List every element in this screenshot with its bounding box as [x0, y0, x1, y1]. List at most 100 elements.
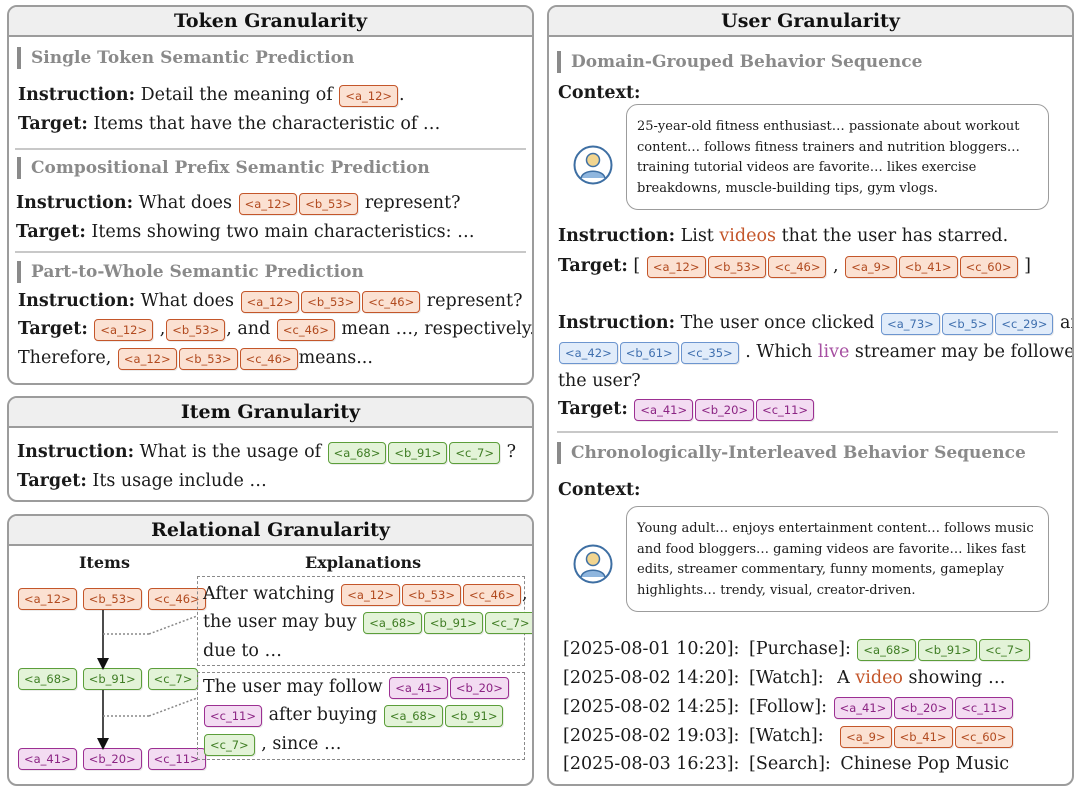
explanation-text: , since …	[261, 734, 342, 754]
compositional-prefix-heading: Compositional Prefix Semantic Prediction	[17, 157, 430, 179]
instruction-text: What does	[140, 291, 234, 311]
target-label: Target:	[18, 114, 88, 134]
bracket-close: ]	[1024, 256, 1031, 276]
event-time: [2025-08-02 14:20]:	[563, 668, 740, 688]
explanation-2-line-1: The user may follow <a_41> <b_20>	[203, 673, 510, 701]
token-a41: <a_41>	[833, 696, 893, 719]
token-c7: <c_7>	[147, 667, 199, 690]
instruction-end: represent?	[364, 193, 461, 213]
domain-word-live: live	[817, 342, 850, 362]
divider	[15, 148, 526, 150]
explanation-box-2	[197, 672, 525, 760]
token-b61: <b_61>	[619, 341, 679, 364]
token-c46: <c_46>	[362, 290, 421, 313]
event-action: [Watch]:	[749, 726, 824, 746]
target-text: Its usage include …	[92, 471, 267, 491]
instruction-text: the user?	[558, 371, 641, 391]
and-text: , and	[226, 319, 271, 339]
part-to-whole-target: Target: <a_12> , <b_53>, and <c_46> mean …	[18, 315, 534, 343]
token-b20: <b_20>	[449, 676, 509, 699]
token-b5: <b_5>	[941, 312, 994, 335]
token-a9: <a_9>	[840, 725, 892, 748]
token-a12: <a_12>	[117, 347, 177, 370]
token-granularity-panel: Token Granularity Single Token Semantic …	[7, 5, 534, 385]
domain-instruction-2-line-2: <a_42> <b_61> <c_35> . Which live streamer…	[558, 338, 1074, 366]
token-b53: <b_53>	[178, 347, 238, 370]
event-action: [Follow]:	[749, 697, 828, 717]
instruction-text: Detail the meaning of	[140, 85, 333, 105]
event-row: [2025-08-02 14:25]: [Follow]: <a_41> <b_2…	[563, 693, 1014, 721]
target-label: Target:	[17, 471, 87, 491]
instruction-text: . Which	[745, 342, 813, 362]
context-line: breakdowns, muscle-building tips, gym vl…	[637, 180, 938, 196]
user-avatar-icon	[573, 145, 613, 185]
token-c46: <c_46>	[147, 587, 206, 610]
event-action: [Purchase]:	[749, 639, 851, 659]
context-line: edits, streamer commentary, funny moment…	[637, 562, 1004, 577]
token-c7: <c_7>	[449, 441, 500, 464]
item-granularity-title: Item Granularity	[9, 398, 532, 428]
relational-granularity-panel: Relational Granularity Items Explanation…	[7, 514, 534, 786]
target-label: Target:	[18, 319, 88, 339]
instruction-text: The user once clicked	[680, 313, 875, 333]
user-granularity-title: User Granularity	[549, 7, 1072, 37]
token-c46: <c_46>	[462, 583, 521, 606]
context-label: Context:	[558, 480, 641, 500]
divider	[15, 251, 526, 253]
event-time: [2025-08-02 14:25]:	[563, 697, 740, 717]
event-time: [2025-08-03 16:23]:	[563, 754, 740, 774]
chronological-heading: Chronologically-Interleaved Behavior Seq…	[557, 442, 1026, 464]
token-c7: <c_7>	[484, 611, 532, 634]
token-a68: <a_68>	[857, 638, 917, 661]
domain-word-video: video	[855, 668, 903, 688]
domain-instruction-2-line-3: the user?	[558, 367, 641, 395]
event-row: [2025-08-03 16:23]: [Search]: Chinese Po…	[563, 750, 1009, 778]
event-action: [Watch]:	[749, 668, 824, 688]
event-text: A	[837, 668, 850, 688]
domain-instruction-1: Instruction: List videos that the user h…	[558, 222, 1008, 250]
token-c35: <c_35>	[680, 341, 739, 364]
domain-target-2: Target: <a_41> <b_20> <c_11>	[558, 395, 815, 423]
instruction-text: List	[680, 226, 714, 246]
explanation-1-line-2: the user may buy <a_68> <b_91> <c_7>	[203, 608, 532, 636]
explanation-1-line-3: due to …	[203, 637, 282, 665]
token-b91: <b_91>	[918, 638, 978, 661]
comma: ,	[833, 256, 839, 276]
target-end: mean …, respectively.	[341, 319, 534, 339]
token-b20: <b_20>	[894, 696, 954, 719]
token-b91: <b_91>	[388, 441, 448, 464]
context-line: 25-year-old fitness enthusiast… passiona…	[637, 119, 1020, 134]
target-label: Target:	[558, 256, 628, 276]
token-a12: <a_12>	[240, 290, 300, 313]
instruction-text: What is the usage of	[139, 442, 322, 462]
token-b53: <b_53>	[166, 318, 226, 341]
domain-instruction-2-line-1: Instruction: The user once clicked <a_73…	[558, 309, 1072, 337]
token-a42: <a_42>	[559, 341, 618, 364]
target-text: Items showing two main characteristics: …	[91, 222, 475, 242]
target-text: Items that have the characteristic of …	[93, 114, 441, 134]
context-box-2: Young adult… enjoys entertainment conten…	[626, 506, 1049, 612]
explanation-2-line-3: <c_7> , since …	[203, 730, 341, 758]
token-c11: <c_11>	[147, 747, 206, 770]
item-instruction: Instruction: What is the usage of <a_68>…	[17, 438, 516, 466]
explanation-text: After watching	[203, 584, 335, 604]
token-b53: <b_53>	[402, 583, 461, 606]
items-column-heading: Items	[79, 553, 130, 572]
item-row-3: <a_41> <b_20> <c_11>	[17, 744, 207, 772]
user-granularity-panel: User Granularity Domain-Grouped Behavior…	[547, 5, 1074, 786]
event-text: Chinese Pop Music	[840, 754, 1010, 774]
context-line: training tutorial videos are favorite… l…	[637, 160, 977, 175]
instruction-text: streamer may be followed by	[854, 342, 1074, 362]
context-line: highlights… trendy, visual, creator-driv…	[637, 582, 916, 598]
token-a12: <a_12>	[339, 84, 399, 107]
item-granularity-panel: Item Granularity Instruction: What is th…	[7, 396, 534, 502]
token-b53: <b_53>	[299, 192, 359, 215]
instruction-label: Instruction:	[16, 193, 134, 213]
token-b91: <b_91>	[82, 667, 142, 690]
domain-word-videos: videos	[719, 226, 776, 246]
event-row: [2025-08-01 10:20]: [Purchase]: <a_68> <b…	[563, 635, 1031, 663]
item-row-1: <a_12> <b_53> <c_46>	[17, 584, 207, 612]
explanations-column-heading: Explanations	[305, 553, 422, 572]
target-label: Target:	[558, 399, 628, 419]
context-label: Context:	[558, 83, 641, 103]
